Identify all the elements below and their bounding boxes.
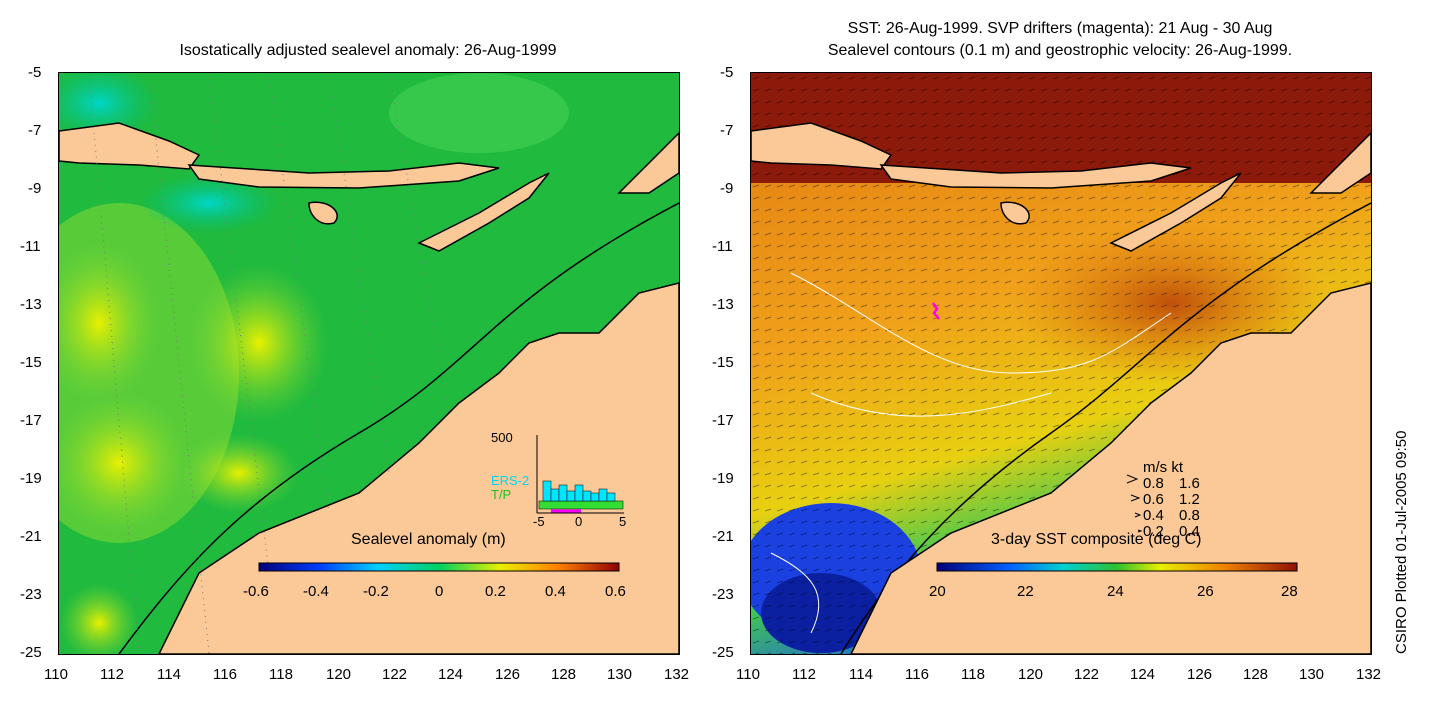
lon-tick: 128 (551, 666, 577, 683)
anomaly-colorbar-tick: 0.2 (485, 583, 506, 600)
velocity-legend-ms: 0.4 (1143, 507, 1164, 524)
histogram-xtick-1: 0 (575, 514, 583, 529)
australia-land (158, 282, 679, 654)
histogram-xtick-2: 5 (619, 514, 627, 529)
lon-tick: 112 (792, 666, 816, 683)
histogram-ymax: 500 (491, 430, 513, 445)
lon-tick: 118 (269, 666, 293, 683)
velocity-legend-ms: 0.8 (1143, 475, 1164, 492)
lat-tick: -25 (712, 644, 734, 661)
histogram-ers2-label: ERS-2 (491, 473, 530, 488)
velocity-legend-ms: 0.6 (1143, 491, 1164, 508)
lon-tick: 120 (326, 666, 352, 683)
lon-tick: 126 (1187, 666, 1213, 683)
track-histogram (536, 435, 624, 514)
lat-tick: -17 (20, 412, 42, 429)
lon-tick: 126 (495, 666, 521, 683)
lat-tick: -13 (20, 296, 42, 313)
lat-tick: -23 (712, 586, 734, 603)
velocity-legend-arrows (1126, 474, 1143, 533)
velocity-legend-kt: 1.2 (1179, 491, 1200, 508)
lon-tick: 110 (736, 666, 760, 683)
anomaly-colorbar-tick: 0.4 (545, 583, 566, 600)
lon-tick: 114 (849, 666, 873, 683)
lat-tick: -7 (720, 122, 734, 139)
lat-tick: -5 (28, 64, 42, 81)
anomaly-colorbar-tick: 0 (435, 583, 444, 600)
anomaly-colorbar-tick: 0.6 (605, 583, 626, 600)
lon-tick: 130 (1299, 666, 1325, 683)
lon-tick: 114 (157, 666, 181, 683)
svp-drifter-track (931, 302, 940, 320)
sst-colorbar-tick: 22 (1017, 583, 1034, 600)
lon-tick: 112 (100, 666, 124, 683)
anomaly-colorbar-label: Sealevel anomaly (m) (351, 531, 506, 548)
lon-tick: 120 (1018, 666, 1044, 683)
velocity-legend-ms: 0.2 (1143, 523, 1164, 540)
velocity-legend-kt: 0.8 (1179, 507, 1200, 524)
anomaly-colorbar-tick: -0.2 (363, 583, 389, 600)
lon-tick: 124 (1130, 666, 1156, 683)
lat-tick: -11 (20, 238, 41, 255)
lon-tick: 118 (961, 666, 985, 683)
velocity-legend-header: m/s kt (1143, 459, 1183, 476)
right-map-title-line2: Sealevel contours (0.1 m) and geostrophi… (827, 42, 1293, 59)
lat-tick: -19 (20, 470, 42, 487)
lon-tick: 130 (607, 666, 633, 683)
lat-tick: -25 (20, 644, 42, 661)
lon-tick: 132 (664, 666, 690, 683)
sst-colorbar-tick: 28 (1281, 583, 1298, 600)
lat-tick: -9 (28, 180, 42, 197)
csiro-plot-credit: CSIRO Plotted 01-Jul-2005 09:50 (1393, 430, 1410, 654)
lon-tick: 110 (44, 666, 68, 683)
velocity-legend-kt: 1.6 (1179, 475, 1200, 492)
lat-tick: -11 (712, 238, 733, 255)
lat-tick: -9 (720, 180, 734, 197)
sst-colorbar-tick: 20 (929, 583, 946, 600)
left-map-title: Isostatically adjusted sealevel anomaly:… (179, 42, 557, 59)
lat-tick: -19 (712, 470, 734, 487)
right-sst-map: m/s kt 0.8 1.6 0.6 1.2 0.4 0.8 0.2 0.4 3… (750, 72, 1372, 655)
lon-tick: 116 (213, 666, 237, 683)
anomaly-colorbar (258, 562, 620, 572)
sst-colorbar (936, 562, 1298, 572)
lon-tick: 124 (438, 666, 464, 683)
lon-tick: 128 (1243, 666, 1269, 683)
sst-colorbar-tick: 26 (1197, 583, 1214, 600)
histogram-tp-label: T/P (491, 487, 512, 502)
lat-tick: -15 (20, 354, 42, 371)
lat-tick: -5 (720, 64, 734, 81)
velocity-legend-kt: 0.4 (1179, 523, 1200, 540)
lat-tick: -13 (712, 296, 734, 313)
sst-colorbar-label: 3-day SST composite (deg C) (991, 531, 1202, 548)
australia-land (850, 282, 1371, 654)
lat-tick: -17 (712, 412, 734, 429)
lat-tick: -21 (712, 528, 734, 545)
lat-tick: -21 (20, 528, 42, 545)
left-sealevel-map: 500 ERS-2 T/P -5 0 5 Sealevel anomaly (m… (58, 72, 680, 655)
lon-tick: 116 (905, 666, 929, 683)
anomaly-colorbar-tick: -0.6 (243, 583, 269, 600)
lat-tick: -7 (28, 122, 42, 139)
histogram-xtick-0: -5 (533, 514, 545, 529)
lon-tick: 122 (382, 666, 408, 683)
lon-tick: 132 (1356, 666, 1382, 683)
lat-tick: -23 (20, 586, 42, 603)
sst-colorbar-tick: 24 (1107, 583, 1124, 600)
lon-tick: 122 (1074, 666, 1100, 683)
lat-tick: -15 (712, 354, 734, 371)
right-map-title-line1: SST: 26-Aug-1999. SVP drifters (magenta)… (847, 20, 1273, 37)
anomaly-colorbar-tick: -0.4 (303, 583, 329, 600)
